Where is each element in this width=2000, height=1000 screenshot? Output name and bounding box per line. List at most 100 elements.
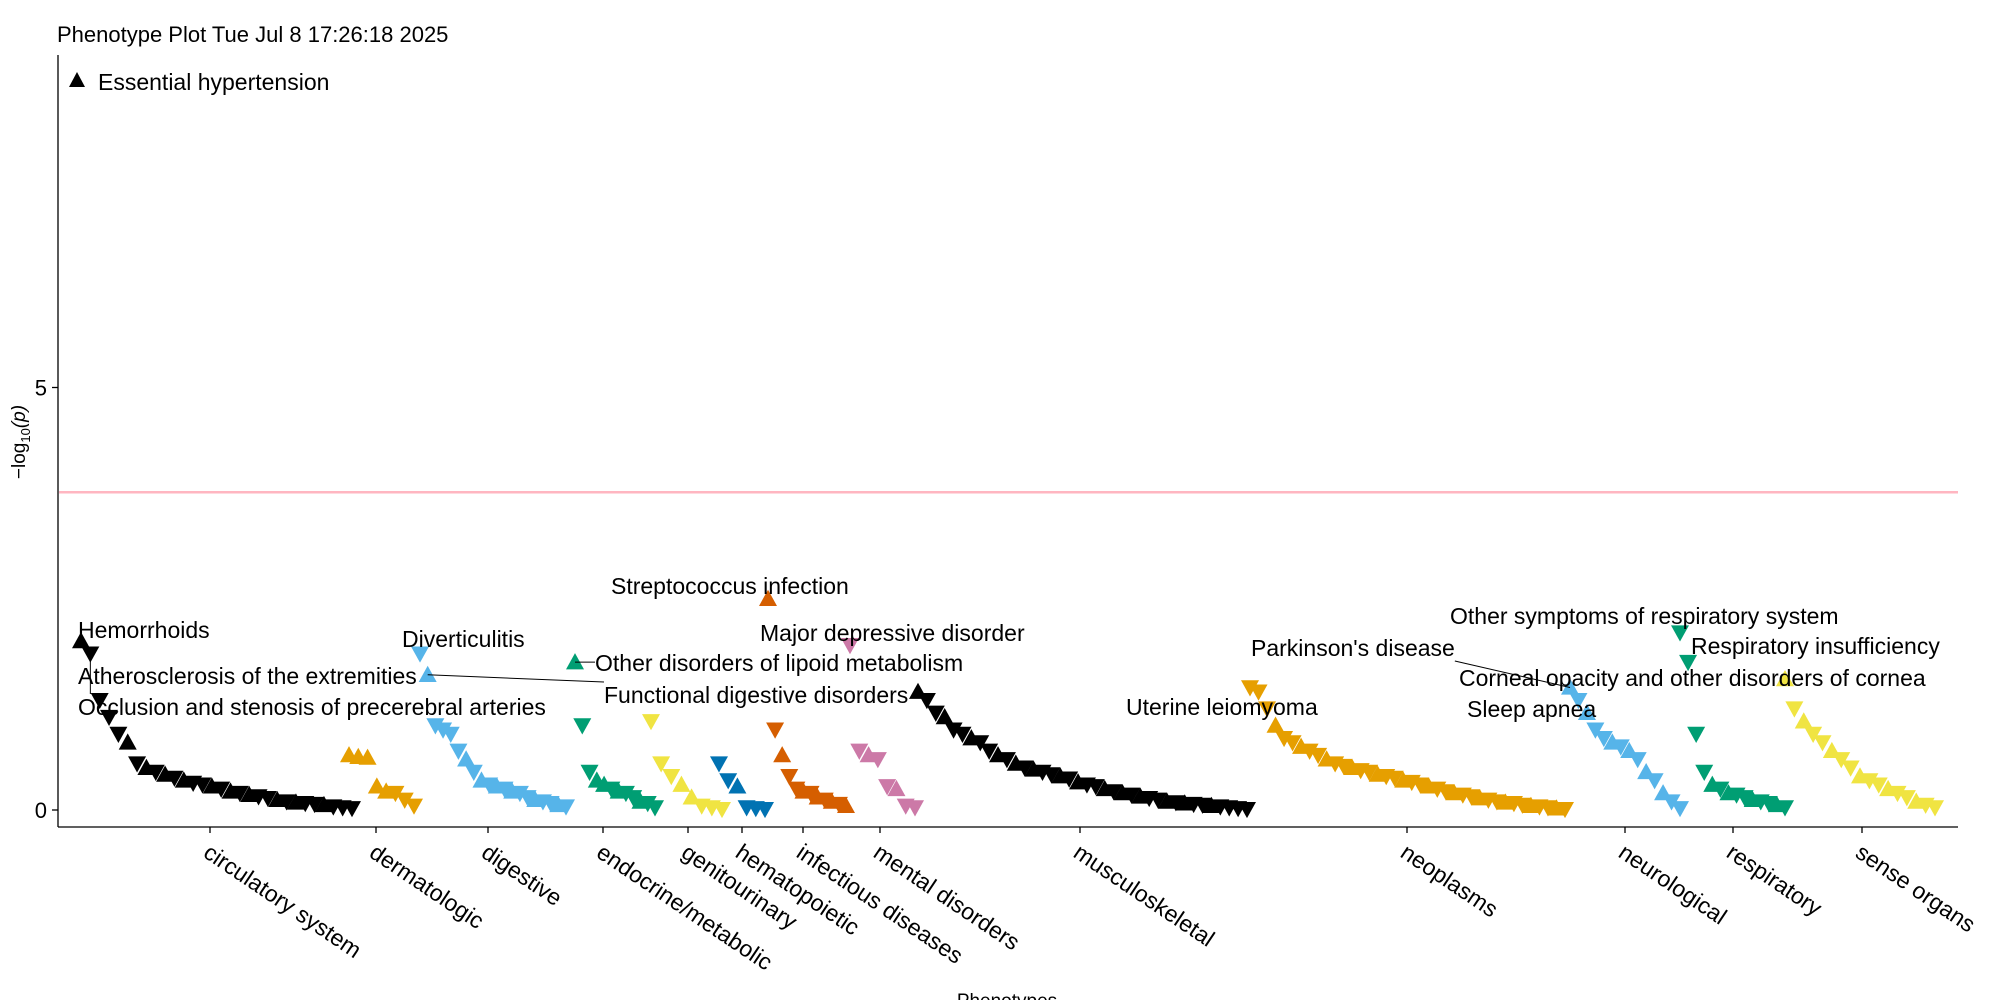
triangle-down-marker	[980, 743, 999, 760]
triangle-up-marker	[1577, 703, 1596, 721]
triangle-up-marker	[72, 632, 90, 649]
triangle-down-marker	[1611, 739, 1630, 756]
legend: Essential hypertension	[69, 69, 329, 95]
triangle-down-marker	[1735, 790, 1754, 807]
triangle-up-marker	[118, 733, 137, 750]
triangle-down-marker	[953, 726, 972, 743]
triangle-up-marker	[1496, 793, 1515, 810]
triangle-down-marker	[1841, 760, 1860, 777]
triangle-down-marker	[1926, 800, 1944, 817]
triangle-down-marker	[1785, 701, 1804, 718]
triangle-up-marker	[887, 779, 906, 797]
triangle-down-marker	[212, 781, 231, 798]
triangle-down-marker	[829, 796, 848, 814]
triangle-down-marker	[258, 790, 277, 808]
annotation-label: Streptococcus infection	[611, 573, 849, 599]
legend-triangle-marker	[69, 72, 85, 87]
triangle-down-marker	[766, 722, 785, 739]
triangle-down-marker	[434, 722, 453, 739]
triangle-down-marker	[1241, 680, 1259, 697]
triangle-down-marker	[518, 790, 537, 807]
triangle-down-marker	[1759, 796, 1778, 813]
annotation-label: Other disorders of lipoid metabolism	[595, 650, 963, 676]
y-axis-ticks: 05	[35, 376, 58, 823]
triangle-down-marker	[868, 752, 887, 769]
triangle-down-marker	[1385, 770, 1404, 787]
triangle-down-marker	[305, 796, 324, 814]
triangle-down-marker	[90, 692, 109, 710]
triangle-up-marker	[174, 771, 193, 788]
y-tick-label: 0	[35, 798, 47, 823]
triangle-down-marker	[944, 722, 963, 739]
triangle-down-marker	[128, 756, 147, 773]
triangle-down-marker	[495, 781, 514, 798]
triangle-down-marker	[713, 801, 731, 819]
triangle-down-marker	[1671, 625, 1689, 642]
triangle-up-marker	[240, 785, 259, 802]
triangle-down-marker	[1594, 730, 1613, 748]
triangle-down-marker	[1086, 779, 1105, 796]
triangle-down-marker	[624, 790, 643, 807]
triangle-down-marker	[616, 785, 635, 803]
annotation-label: Functional digestive disorders	[604, 682, 908, 708]
triangle-up-marker	[672, 775, 691, 792]
triangle-up-marker	[1202, 796, 1221, 813]
triangle-down-marker	[801, 785, 820, 803]
triangle-down-marker	[1695, 764, 1714, 781]
annotation-label: Major depressive disorder	[760, 620, 1025, 646]
triangle-down-marker	[926, 705, 945, 722]
triangle-up-marker	[358, 748, 377, 765]
y-axis-title: −log10(p)	[9, 405, 33, 479]
triangle-down-marker	[1309, 747, 1328, 765]
triangle-down-marker	[815, 792, 834, 809]
triangle-down-marker	[1149, 792, 1168, 809]
triangle-down-marker	[1569, 692, 1588, 710]
triangle-down-marker	[146, 764, 165, 781]
triangle-up-marker	[418, 665, 437, 682]
annotation-label: Uterine leiomyoma	[1126, 694, 1318, 720]
triangle-down-marker	[1411, 777, 1430, 794]
triangle-down-marker	[441, 726, 460, 743]
triangle-down-marker	[109, 726, 128, 743]
triangle-down-marker	[1487, 794, 1506, 811]
triangle-down-marker	[100, 709, 119, 727]
category-label: dermatologic	[365, 839, 489, 934]
triangle-down-marker	[1258, 701, 1277, 718]
triangle-down-marker	[850, 743, 869, 760]
triangle-down-marker	[480, 777, 499, 794]
triangle-down-marker	[1275, 730, 1294, 748]
triangle-down-marker	[1360, 764, 1379, 781]
triangle-down-marker	[1249, 684, 1268, 701]
legend-label: Essential hypertension	[98, 69, 329, 95]
triangle-up-marker	[1131, 787, 1150, 804]
triangle-down-marker	[1462, 789, 1481, 806]
triangle-down-marker	[277, 794, 296, 811]
annotation-labels: Hemorrhoids Atherosclerosis of the extrem…	[78, 573, 1940, 722]
annotation-label: Diverticulitis	[402, 626, 525, 652]
triangle-up-marker	[773, 746, 792, 763]
triangle-down-marker	[449, 743, 468, 760]
triangle-up-marker	[759, 589, 777, 606]
triangle-down-marker	[510, 785, 529, 803]
annotation-label: Parkinson's disease	[1251, 635, 1455, 661]
triangle-up-marker	[1157, 792, 1176, 809]
triangle-down-marker	[1538, 800, 1557, 817]
triangle-down-marker	[1122, 787, 1141, 804]
triangle-down-marker	[1060, 771, 1079, 788]
data-points	[72, 589, 1944, 819]
triangle-down-marker	[917, 692, 936, 710]
triangle-up-marker	[1547, 799, 1566, 816]
triangle-up-marker	[1521, 796, 1540, 813]
triangle-down-marker	[1832, 752, 1851, 769]
category-label: circulatory system	[199, 839, 366, 963]
annotation-leader-line	[427, 674, 605, 683]
triangle-down-marker	[1888, 785, 1907, 803]
triangle-down-marker	[841, 638, 859, 655]
triangle-down-marker	[1436, 784, 1455, 801]
triangle-down-marker	[464, 764, 483, 781]
annotation-label: Occlusion and stenosis of precerebral ar…	[78, 694, 546, 720]
triangle-down-marker	[1897, 790, 1916, 807]
triangle-down-marker	[780, 769, 799, 786]
triangle-down-marker	[1804, 726, 1823, 743]
